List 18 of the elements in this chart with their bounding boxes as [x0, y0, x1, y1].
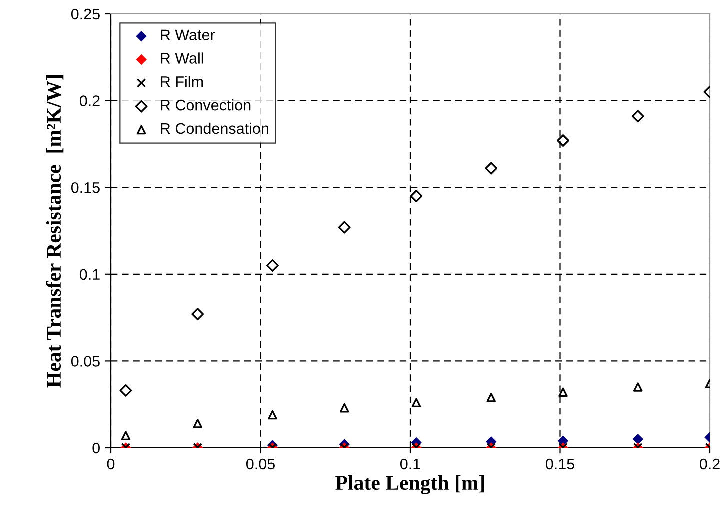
legend-label: R Condensation: [161, 122, 268, 134]
legend-label: R Convection: [161, 100, 251, 111]
y-tick-label: 0.2: [80, 96, 100, 106]
legend-label: R Wall: [161, 52, 204, 64]
x-tick-label: 0.2: [700, 458, 720, 470]
x-axis-title: Plate Length [m]: [336, 475, 484, 494]
x-tick-label: 0.1: [400, 458, 420, 470]
y-tick-label: 0.15: [71, 182, 100, 194]
y-tick-label: 0: [92, 442, 100, 454]
legend-label: R Film: [161, 76, 204, 88]
y-tick-label: 0.1: [80, 269, 100, 280]
y-tick-label: 0.05: [71, 356, 100, 367]
y-tick-label: 0.25: [71, 8, 100, 20]
x-tick-label: 0.15: [546, 458, 574, 470]
y-axis-title: Heat Transfer Resistance [m²K/W]: [46, 76, 64, 388]
x-tick-label: 0.05: [246, 458, 275, 470]
x-tick-label: 0: [107, 458, 115, 470]
legend-label: R Water: [161, 30, 216, 40]
